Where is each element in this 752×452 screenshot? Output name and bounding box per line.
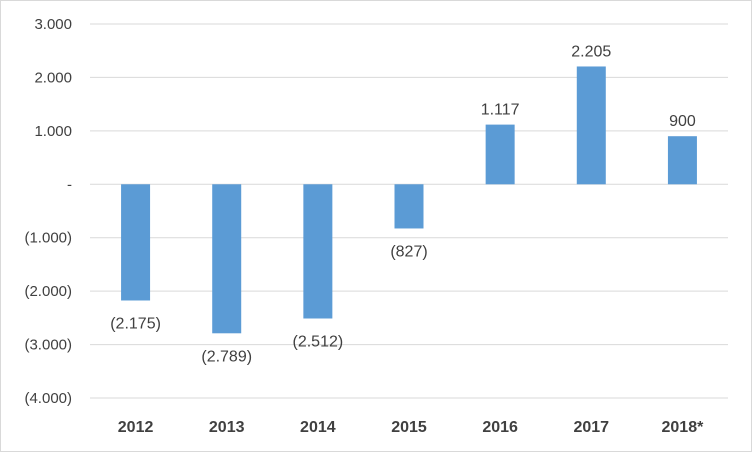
y-axis-tick-labels: 3.000 2.000 1.000 - (1.000) (2.000) (3.000) (4.…	[24, 16, 72, 407]
x-category-label: 2013	[209, 419, 245, 436]
x-category-label: 2014	[300, 419, 336, 436]
bar-2012	[121, 184, 151, 301]
data-label-2017: 2.205	[571, 43, 611, 60]
y-tick-label: -	[67, 176, 72, 193]
y-tick-label: (1.000)	[24, 230, 72, 247]
gridlines	[90, 23, 728, 399]
y-tick-label: 2.000	[34, 69, 72, 86]
bar-2013	[212, 184, 242, 334]
x-axis-category-labels: 2012 2013 2014 2015 2016 2017 2018*	[118, 419, 704, 436]
x-category-label: 2015	[391, 419, 427, 436]
bar-2014	[303, 184, 333, 319]
bar-2017	[576, 66, 606, 185]
data-label-2012: (2.175)	[110, 315, 161, 332]
bar-2015	[394, 184, 424, 229]
x-category-label: 2012	[118, 419, 154, 436]
x-category-label: 2016	[482, 419, 518, 436]
data-label-2016: 1.117	[481, 102, 520, 119]
data-label-2013: (2.789)	[201, 348, 252, 365]
y-tick-label: 1.000	[34, 123, 72, 140]
y-tick-label: (2.000)	[24, 283, 72, 300]
x-category-label: 2017	[573, 419, 609, 436]
data-label-2018*: 900	[669, 113, 696, 130]
data-label-2014: (2.512)	[293, 333, 344, 350]
x-category-label: 2018*	[662, 419, 705, 436]
bar-2016	[485, 124, 515, 185]
y-tick-label: (3.000)	[24, 337, 72, 354]
y-tick-label: (4.000)	[24, 390, 72, 407]
bar-2018*	[667, 136, 697, 185]
data-labels: (2.175) (2.789) (2.512) (827) 1.117 2.205 900	[110, 43, 696, 365]
data-label-2015: (827)	[390, 243, 427, 260]
bar-series	[121, 66, 697, 334]
y-tick-label: 3.000	[34, 16, 72, 33]
